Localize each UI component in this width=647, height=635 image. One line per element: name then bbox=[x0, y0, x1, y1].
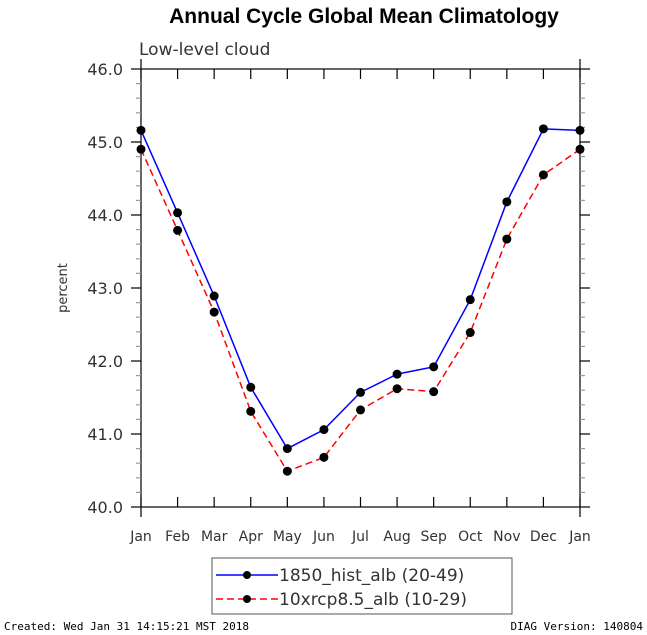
x-tick-label: Mar bbox=[201, 529, 228, 545]
data-point-series0 bbox=[319, 425, 329, 435]
y-tick-label: 44.0 bbox=[87, 206, 123, 225]
chart-title: Annual Cycle Global Mean Climatology bbox=[169, 5, 559, 28]
data-point-series0 bbox=[502, 197, 512, 207]
data-point-series1 bbox=[392, 384, 402, 394]
y-tick-label: 46.0 bbox=[87, 60, 123, 79]
data-point-series1 bbox=[356, 405, 365, 415]
x-tick-label: May bbox=[273, 529, 302, 545]
x-axis: Jan Feb Mar Apr May Jun Jul Aug Sep Oct Nov Dec Jan bbox=[129, 59, 591, 545]
series-line-0 bbox=[140, 128, 581, 450]
y-tick-label: 40.0 bbox=[87, 498, 123, 517]
legend-label-1850-hist: 1850_hist_alb (20-49) bbox=[279, 566, 464, 586]
legend-box bbox=[211, 557, 513, 615]
data-point-series1 bbox=[502, 234, 512, 244]
data-point-series0 bbox=[538, 124, 548, 134]
data-point-series0 bbox=[136, 125, 146, 135]
x-tick-label: Oct bbox=[458, 529, 483, 545]
legend-marker-10xrcp85 bbox=[243, 595, 251, 603]
x-tick-label: Dec bbox=[530, 529, 557, 545]
data-point-series0 bbox=[356, 387, 365, 397]
data-point-series1 bbox=[282, 466, 292, 476]
x-tick-label: Jan bbox=[568, 529, 591, 545]
x-tick-label: Jun bbox=[312, 529, 335, 545]
y-tick-label: 45.0 bbox=[87, 133, 123, 152]
data-point-series1 bbox=[136, 144, 146, 154]
y-axis-label: percent bbox=[56, 263, 71, 313]
y-tick-label: 41.0 bbox=[87, 425, 123, 444]
data-point-series0 bbox=[575, 125, 585, 135]
data-point-series0 bbox=[392, 369, 402, 379]
legend-marker-1850-hist bbox=[243, 571, 251, 579]
x-tick-label: Aug bbox=[383, 529, 410, 545]
x-tick-label: Feb bbox=[165, 529, 190, 545]
legend: 1850_hist_alb (20-49) 10xrcp8.5_alb (10-… bbox=[211, 557, 513, 615]
data-point-series0 bbox=[209, 291, 219, 301]
data-point-series0 bbox=[465, 295, 475, 305]
x-tick-label: Apr bbox=[239, 529, 263, 545]
data-point-series1 bbox=[429, 387, 439, 397]
chart-subtitle: Low-level cloud bbox=[139, 40, 270, 60]
x-tick-label: Nov bbox=[493, 529, 520, 545]
data-point-series1 bbox=[575, 144, 585, 154]
data-point-series1 bbox=[538, 170, 548, 180]
x-tick-label: Sep bbox=[420, 529, 447, 545]
series-layer bbox=[136, 124, 585, 476]
x-tick-label: Jan bbox=[129, 529, 152, 545]
data-point-series1 bbox=[246, 406, 256, 416]
data-point-series1 bbox=[319, 452, 329, 462]
data-point-series0 bbox=[173, 208, 183, 218]
data-point-series1 bbox=[209, 307, 219, 317]
created-timestamp: Created: Wed Jan 31 14:15:21 MST 2018 bbox=[4, 620, 249, 633]
diag-version: DIAG Version: 140804 bbox=[511, 620, 644, 633]
y-axis: 40.0 41.0 42.0 43.0 44.0 45.0 46.0 bbox=[87, 60, 590, 517]
y-tick-label: 43.0 bbox=[87, 279, 123, 298]
data-point-series1 bbox=[465, 328, 475, 338]
legend-label-10xrcp85: 10xrcp8.5_alb (10-29) bbox=[279, 590, 467, 610]
x-tick-label: Jul bbox=[351, 529, 369, 545]
data-point-series0 bbox=[246, 382, 256, 392]
series-line-1 bbox=[140, 148, 581, 473]
data-point-series0 bbox=[429, 362, 439, 372]
data-point-series1 bbox=[173, 225, 183, 235]
plot-frame bbox=[140, 68, 581, 508]
data-point-series0 bbox=[282, 444, 292, 454]
y-tick-label: 42.0 bbox=[87, 352, 123, 371]
